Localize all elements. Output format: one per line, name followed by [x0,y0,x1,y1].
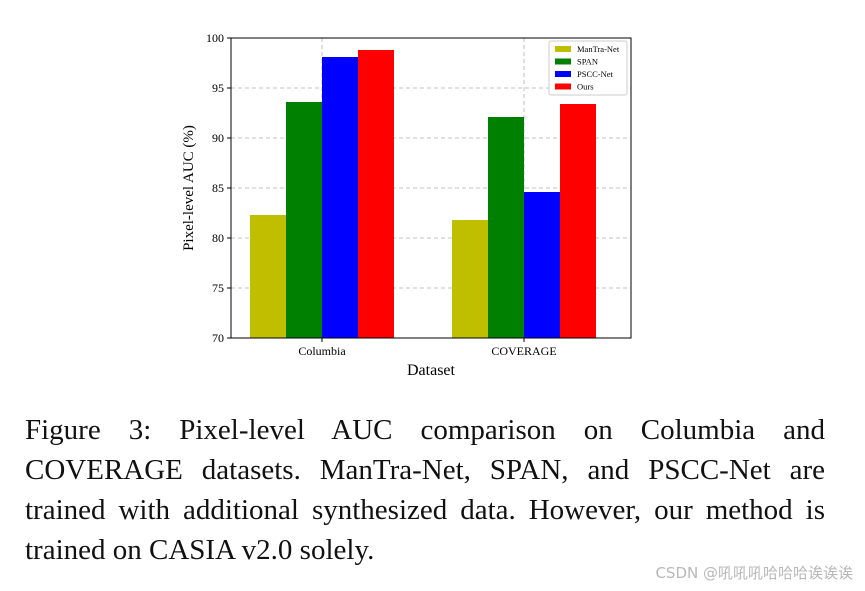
y-tick-label: 90 [212,131,224,145]
x-axis-ticks: Columbia COVERAGE [298,338,557,358]
figure-caption: Figure 3: Pixel-level AUC comparison on … [25,414,825,566]
bar-mantra-net-columbia [250,215,286,338]
legend-swatch [555,83,571,90]
y-tick-label: 95 [212,81,224,95]
legend-label: SPAN [577,57,598,67]
y-tick-label: 70 [212,331,224,345]
bar-chart: 70 75 80 85 90 95 100 Columbia COVERAGE Pixel-l… [181,31,632,379]
bars [250,50,596,338]
y-tick-label: 75 [212,281,224,295]
x-axis-label: Dataset [407,362,456,379]
legend-swatch [555,58,571,65]
bar-span-coverage [488,117,524,338]
legend-label: PSCC-Net [577,69,614,79]
x-tick-label: Columbia [298,344,346,358]
bar-ours-coverage [560,104,596,338]
bar-pscc-net-coverage [524,192,560,338]
legend: ManTra-Net SPAN PSCC-Net Ours [548,40,628,96]
x-tick-label: COVERAGE [491,344,556,358]
legend-swatch [555,46,571,52]
bar-span-columbia [286,102,322,338]
legend-box [548,40,628,96]
legend-label: ManTra-Net [577,44,620,54]
watermark: CSDN @吼吼吼哈哈哈诶诶诶 [655,564,853,582]
y-axis-label: Pixel-level AUC (%) [181,125,197,251]
y-tick-label: 100 [206,31,224,45]
legend-label: Ours [577,82,594,92]
bar-mantra-net-coverage [452,220,488,338]
legend-swatch [555,71,571,77]
y-tick-label: 80 [212,231,224,245]
bar-ours-columbia [358,50,394,338]
y-tick-label: 85 [212,181,224,195]
y-axis-ticks: 70 75 80 85 90 95 100 [206,31,231,345]
bar-pscc-net-columbia [322,57,358,338]
